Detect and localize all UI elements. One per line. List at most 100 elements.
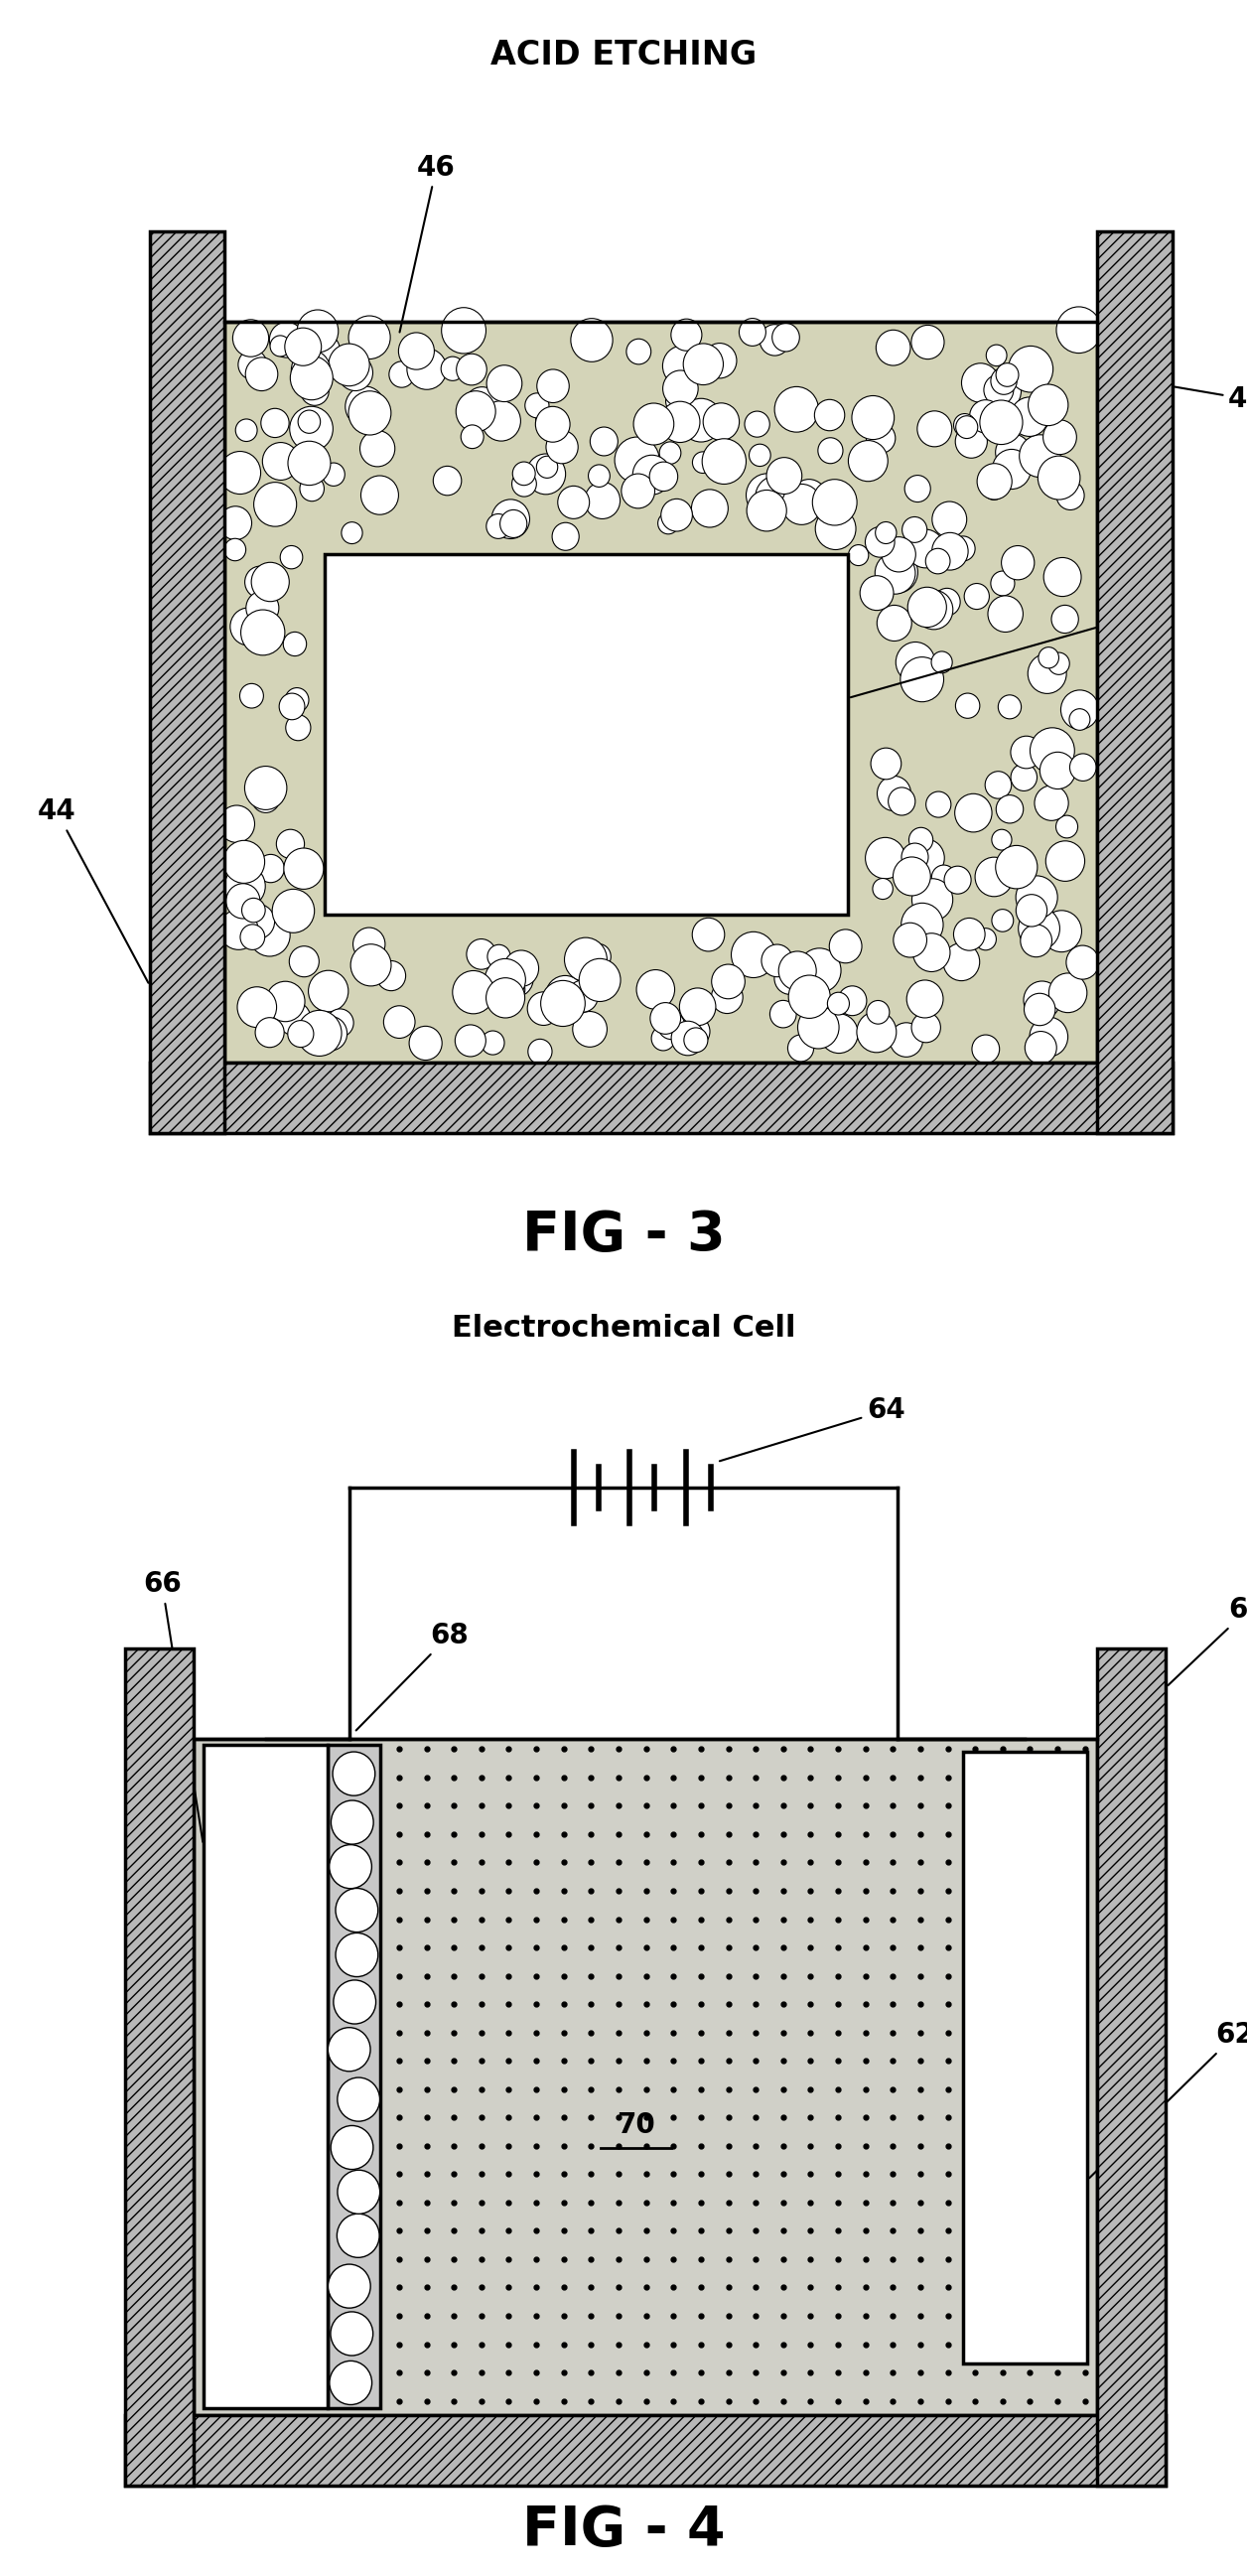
Circle shape — [621, 474, 655, 507]
Circle shape — [1010, 737, 1042, 768]
Circle shape — [912, 1012, 940, 1043]
Bar — [150, 232, 224, 1133]
Circle shape — [658, 513, 678, 533]
Circle shape — [323, 464, 345, 487]
Circle shape — [456, 353, 486, 386]
Circle shape — [683, 1028, 708, 1054]
Circle shape — [888, 788, 915, 817]
Circle shape — [632, 456, 671, 495]
Circle shape — [636, 969, 675, 1010]
Circle shape — [961, 363, 1000, 402]
Circle shape — [330, 2125, 373, 2169]
Circle shape — [626, 340, 651, 363]
Circle shape — [882, 536, 915, 572]
Circle shape — [353, 927, 385, 961]
Circle shape — [1042, 420, 1076, 453]
Circle shape — [461, 425, 484, 448]
Circle shape — [298, 1018, 332, 1051]
Circle shape — [1056, 817, 1077, 837]
Circle shape — [527, 992, 560, 1025]
Circle shape — [399, 332, 434, 368]
Circle shape — [552, 523, 579, 551]
Circle shape — [441, 355, 464, 381]
Circle shape — [991, 829, 1011, 850]
Circle shape — [852, 397, 894, 440]
Circle shape — [848, 544, 869, 567]
Circle shape — [660, 402, 700, 443]
Circle shape — [990, 572, 1015, 595]
Circle shape — [893, 858, 930, 896]
Circle shape — [329, 1844, 372, 1888]
Circle shape — [329, 2360, 372, 2406]
Circle shape — [828, 992, 849, 1015]
Circle shape — [526, 453, 566, 495]
Circle shape — [991, 368, 1016, 394]
Circle shape — [485, 958, 525, 1002]
Circle shape — [311, 335, 339, 363]
Circle shape — [991, 909, 1014, 933]
Circle shape — [496, 974, 525, 1005]
Circle shape — [1066, 945, 1099, 979]
Circle shape — [964, 796, 989, 819]
Circle shape — [893, 922, 927, 958]
Circle shape — [486, 513, 510, 538]
Circle shape — [739, 319, 766, 345]
Circle shape — [513, 461, 535, 484]
Circle shape — [241, 904, 274, 938]
Circle shape — [907, 979, 943, 1018]
Circle shape — [680, 1015, 710, 1046]
Circle shape — [913, 933, 950, 971]
Text: 60: 60 — [1168, 1597, 1247, 1685]
Circle shape — [877, 330, 910, 366]
Circle shape — [870, 747, 902, 781]
Circle shape — [995, 845, 1038, 889]
Circle shape — [889, 1023, 923, 1056]
Circle shape — [746, 474, 788, 518]
Circle shape — [292, 350, 330, 392]
Circle shape — [333, 1981, 375, 2025]
Circle shape — [1016, 876, 1057, 920]
Circle shape — [666, 389, 691, 415]
Circle shape — [226, 884, 261, 920]
Circle shape — [867, 422, 895, 453]
Circle shape — [791, 479, 827, 515]
Circle shape — [1009, 345, 1052, 392]
Circle shape — [912, 325, 944, 358]
Circle shape — [328, 343, 369, 386]
Bar — [328, 1747, 380, 2409]
Circle shape — [904, 474, 930, 502]
Circle shape — [557, 487, 590, 518]
Circle shape — [970, 399, 1001, 433]
Circle shape — [1056, 307, 1101, 353]
Circle shape — [1030, 729, 1075, 773]
Circle shape — [327, 1010, 354, 1038]
Circle shape — [747, 489, 787, 531]
Circle shape — [848, 440, 888, 482]
Circle shape — [1024, 994, 1055, 1025]
Circle shape — [932, 533, 968, 569]
Circle shape — [702, 438, 746, 484]
Circle shape — [567, 981, 599, 1012]
Circle shape — [237, 987, 277, 1028]
Circle shape — [711, 981, 743, 1012]
Circle shape — [350, 945, 392, 987]
Circle shape — [456, 392, 495, 433]
Circle shape — [342, 523, 363, 544]
Circle shape — [338, 2169, 380, 2213]
Circle shape — [384, 1005, 415, 1038]
Circle shape — [998, 696, 1021, 719]
Circle shape — [984, 374, 1014, 404]
Circle shape — [838, 987, 867, 1015]
Circle shape — [658, 1012, 685, 1038]
Bar — [125, 1649, 193, 2486]
Circle shape — [907, 531, 944, 567]
Circle shape — [813, 479, 857, 526]
Circle shape — [971, 1036, 999, 1064]
Circle shape — [328, 2264, 370, 2308]
Circle shape — [1069, 708, 1090, 729]
Circle shape — [1046, 840, 1085, 881]
Text: 40: 40 — [1175, 386, 1247, 412]
Circle shape — [224, 538, 246, 562]
Circle shape — [692, 451, 713, 474]
Circle shape — [335, 1932, 378, 1976]
